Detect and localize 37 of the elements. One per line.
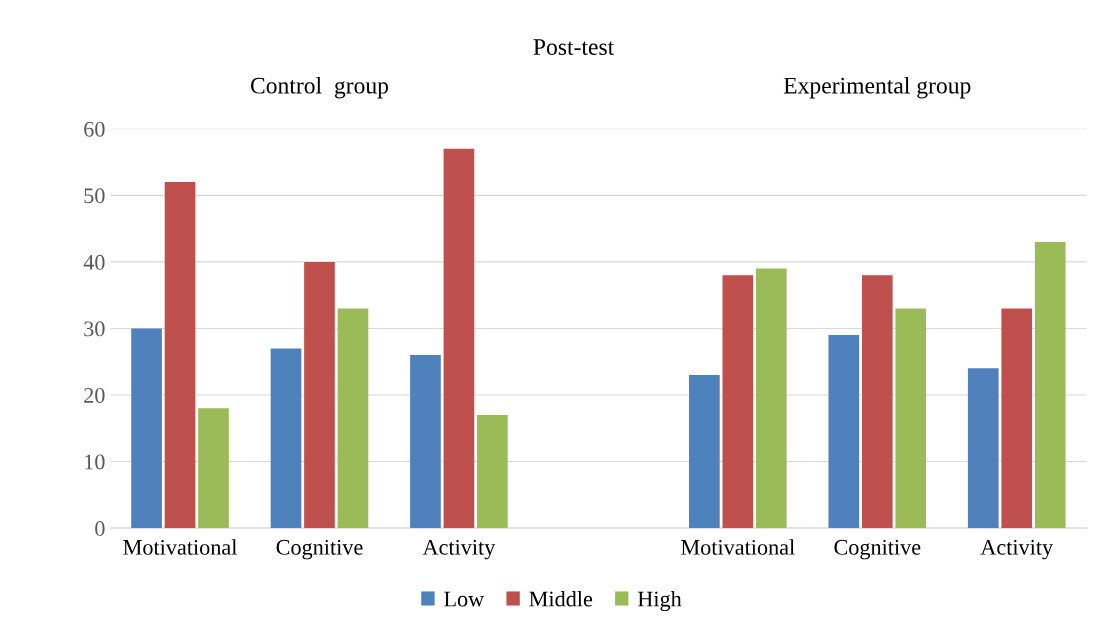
bar [895,308,927,529]
bar [828,335,860,529]
y-tick-label: 30 [84,321,105,337]
x-tick-label: Cognitive [834,539,921,560]
bar [722,275,754,529]
bar [198,408,229,529]
bar [861,275,893,529]
legend-label: High [637,590,682,612]
bar [1034,241,1066,529]
y-tick-label: 20 [84,387,105,403]
x-tick-label: Motivational [123,539,237,555]
bar [755,268,787,529]
x-tick-label: Activity [422,539,496,560]
x-tick-label: Motivational [681,539,795,555]
text: Experimental group [783,77,971,99]
y-tick-label: 40 [83,254,105,270]
legend-label: Middle [529,590,593,607]
y-tick-label: 60 [84,121,105,137]
x-tick-label: Cognitive [276,539,363,560]
bar [443,148,475,529]
y-tick-label: 10 [85,454,105,470]
y-tick-label: 50 [84,188,105,204]
text: Control group [250,77,389,99]
y-tick-label: 0 [95,521,105,537]
bar [967,368,999,529]
bar [164,182,196,529]
bar [270,348,302,529]
x-tick-label: Activity [980,539,1054,560]
bar [131,328,162,529]
bar [477,414,508,529]
bar [337,308,369,529]
chart-title: Post-test [533,39,615,55]
bar [304,261,335,529]
bar [1001,308,1033,529]
bar [689,375,720,529]
legend-label: Low [444,591,485,607]
bar [410,355,441,529]
